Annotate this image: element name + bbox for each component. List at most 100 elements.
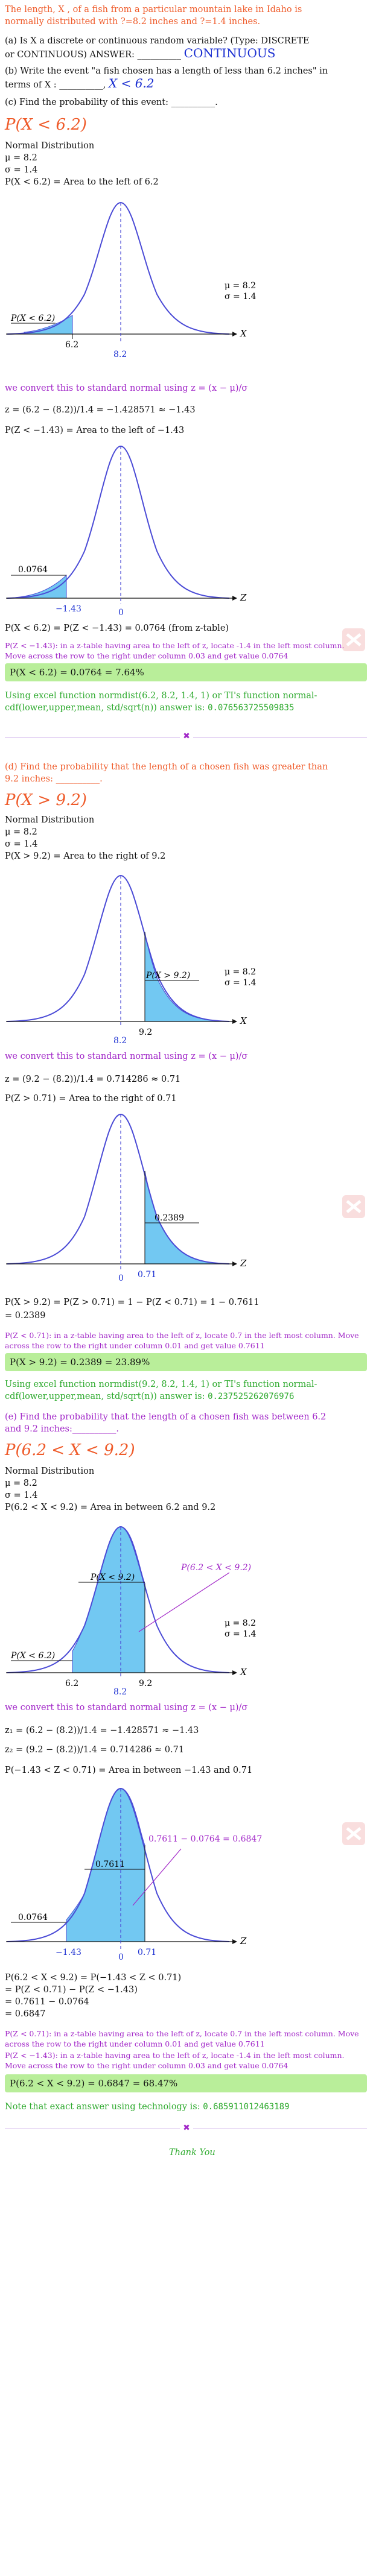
part-c-pz: P(Z < −1.43) = Area to the left of −1.43	[5, 426, 185, 435]
axis-label: X	[240, 1667, 247, 1678]
exact-value: 0.685911012463189	[203, 2102, 290, 2112]
part-e-z2: z₂ = (9.2 − (8.2))/1.4 = 0.714286 ≈ 0.71	[5, 1745, 185, 1755]
tick-zero: 0	[118, 1953, 124, 1962]
part-c-normal-dist: Normal Distribution	[5, 141, 95, 151]
question-e-line-1: (e) Find the probability that the length…	[5, 1412, 327, 1422]
mu-label: μ = 8.2	[225, 281, 256, 291]
tick-9-2: 9.2	[139, 1028, 152, 1037]
part-d-mu: μ = 8.2	[5, 827, 37, 837]
part-e-answer-box: P(6.2 < X < 9.2) = 0.6847 = 68.47%	[5, 2074, 367, 2092]
part-d-excel-line-2: cdf(lower,upper,mean, std/sqrt(n)) answe…	[5, 1392, 295, 1401]
part-c-result: P(X < 6.2) = P(Z < −1.43) = 0.0764 (from…	[5, 623, 229, 633]
watermark-stamp-icon	[342, 1822, 365, 1845]
part-c-z: z = (6.2 − (8.2))/1.4 = −1.428571 ≈ −1.4…	[5, 405, 196, 415]
part-e-exact: Note that exact answer using technology …	[5, 2102, 290, 2112]
part-c-graph-x: P(X < 6.2) 6.2 8.2 μ = 8.2 σ = 1.4 X	[6, 201, 257, 359]
axis-label: Z	[240, 1936, 247, 1946]
problem-line-2: normally distributed with ?=8.2 inches a…	[5, 17, 261, 27]
part-c-note: P(Z < −1.43): in a z-table having area t…	[5, 641, 345, 660]
tick-6-2: 6.2	[65, 340, 78, 350]
tick-0-71: 0.71	[138, 1270, 156, 1280]
tick-mean: 8.2	[113, 1036, 127, 1046]
tick-zero: 0	[118, 608, 124, 617]
part-d-z: z = (9.2 − (8.2))/1.4 = 0.714286 ≈ 0.71	[5, 1075, 181, 1084]
tick-zero: 0	[118, 1274, 124, 1283]
label-center: 0.7611	[95, 1860, 125, 1869]
part-e-note-2: P(Z < −1.43): in a z-table having area t…	[5, 2051, 345, 2070]
part-e-graph-z: 0.7611 − 0.0764 = 0.6847 0.7611 0.0764 −…	[6, 1787, 262, 1962]
part-c-excel-line-2: cdf(lower,upper,mean, std/sqrt(n)) answe…	[5, 703, 295, 713]
part-e-note-1: P(Z < 0.71): in a z-table having area to…	[5, 2029, 359, 2048]
part-d-graph-z: 0.2389 0.71 0 Z	[6, 1113, 247, 1283]
part-d-convert: we convert this to standard normal using…	[5, 1052, 248, 1061]
watermark-stamp-icon	[342, 628, 365, 651]
part-e-result-4: = 0.6847	[5, 2009, 46, 2019]
tick-neg-1-43: −1.43	[56, 604, 81, 614]
area-label: 0.2389	[155, 1213, 184, 1223]
sigma-label: σ = 1.4	[225, 978, 257, 988]
tick-mean: 8.2	[113, 350, 127, 359]
question-b-line-1: (b) Write the event "a fish chosen has a…	[5, 66, 328, 76]
part-d-pz: P(Z > 0.71) = Area to the right of 0.71	[5, 1094, 177, 1103]
axis-label: X	[240, 328, 247, 339]
part-e-result-1: P(6.2 < X < 9.2) = P(−1.43 < Z < 0.71)	[5, 1973, 182, 1983]
part-d-sigma: σ = 1.4	[5, 839, 38, 849]
question-b-answer: X < 6.2	[109, 76, 155, 90]
tick-6-2: 6.2	[65, 1679, 78, 1688]
axis-label: X	[240, 1015, 247, 1026]
question-a-answer: CONTINUOUS	[183, 46, 276, 60]
thank-you: Thank You	[169, 2148, 215, 2158]
part-e-result-2: = P(Z < 0.71) − P(Z < −1.43)	[5, 1985, 138, 1995]
part-d-answer-box: P(X > 9.2) = 0.2389 = 23.89%	[5, 1353, 367, 1371]
part-c-answer-box: P(X < 6.2) = 0.0764 = 7.64%	[5, 663, 367, 681]
part-e-graph-x: P(6.2 < X < 9.2) P(X < 6.2) P(X < 9.2) 6…	[6, 1526, 257, 1697]
divider-ornament-icon: ✖	[180, 2123, 193, 2133]
part-d-area: P(X > 9.2) = Area to the right of 9.2	[5, 851, 166, 861]
part-d-heading: P(X > 9.2)	[5, 791, 87, 809]
part-c-area: P(X < 6.2) = Area to the left of 6.2	[5, 177, 159, 187]
axis-label: Z	[240, 1258, 247, 1269]
part-d-graph-x: P(X > 9.2) 9.2 8.2 μ = 8.2 σ = 1.4 X	[6, 874, 257, 1046]
part-d-excel-line-1: Using excel function normdist(9.2, 8.2, …	[5, 1380, 317, 1389]
part-d-note: P(Z < 0.71): in a z-table having area to…	[5, 1331, 359, 1350]
sigma-label: σ = 1.4	[225, 1629, 257, 1639]
part-c-graph-z: 0.0764 −1.43 0 Z	[6, 445, 247, 617]
normal-curve	[7, 1113, 230, 1264]
excel-value: 0.237525262076976	[208, 1392, 295, 1401]
normal-curve	[7, 874, 230, 1022]
question-e-line-2: and 9.2 inches:__________.	[5, 1424, 119, 1434]
part-e-mu: μ = 8.2	[5, 1479, 37, 1488]
part-c-sigma: σ = 1.4	[5, 165, 38, 175]
part-d-normal-dist: Normal Distribution	[5, 815, 95, 825]
part-d-result-1: P(X > 9.2) = P(Z > 0.71) = 1 − P(Z < 0.7…	[5, 1298, 260, 1307]
part-e-convert: we convert this to standard normal using…	[5, 1703, 248, 1713]
question-d-line-2: 9.2 inches: __________.	[5, 774, 103, 784]
question-b-text: terms of X : __________,	[5, 80, 106, 90]
tick-0-71: 0.71	[138, 1948, 156, 1957]
area-label: 0.0764	[18, 565, 48, 575]
label-between: P(6.2 < X < 9.2)	[180, 1563, 251, 1573]
tick-mean: 8.2	[113, 1687, 127, 1697]
question-a-line-2: or CONTINUOUS) ANSWER: __________ CONTIN…	[5, 47, 275, 61]
part-e-pz: P(−1.43 < Z < 0.71) = Area in between −1…	[5, 1766, 253, 1775]
area-label: P(X > 9.2)	[145, 971, 190, 980]
area-label: P(X < 6.2)	[10, 314, 55, 323]
question-a-text: or CONTINUOUS) ANSWER: __________	[5, 50, 182, 60]
divider-ornament-icon: ✖	[180, 731, 193, 741]
part-e-normal-dist: Normal Distribution	[5, 1466, 95, 1476]
tick-neg-1-43: −1.43	[56, 1948, 81, 1957]
axis-label: Z	[240, 592, 247, 603]
part-c-convert: we convert this to standard normal using…	[5, 384, 248, 393]
label-center: P(X < 9.2)	[90, 1573, 135, 1582]
part-c-mu: μ = 8.2	[5, 153, 37, 163]
sigma-label: σ = 1.4	[225, 292, 257, 301]
question-d-line-1: (d) Find the probability that the length…	[5, 762, 328, 772]
mu-label: μ = 8.2	[225, 1618, 256, 1628]
shaded-region	[24, 315, 73, 335]
part-c-excel-line-1: Using excel function normdist(6.2, 8.2, …	[5, 691, 317, 701]
label-between: 0.7611 − 0.0764 = 0.6847	[148, 1834, 262, 1844]
part-e-result-3: = 0.7611 − 0.0764	[5, 1997, 89, 2007]
question-c: (c) Find the probability of this event: …	[5, 98, 218, 107]
problem-line-1: The length, X , of a fish from a particu…	[5, 5, 302, 14]
